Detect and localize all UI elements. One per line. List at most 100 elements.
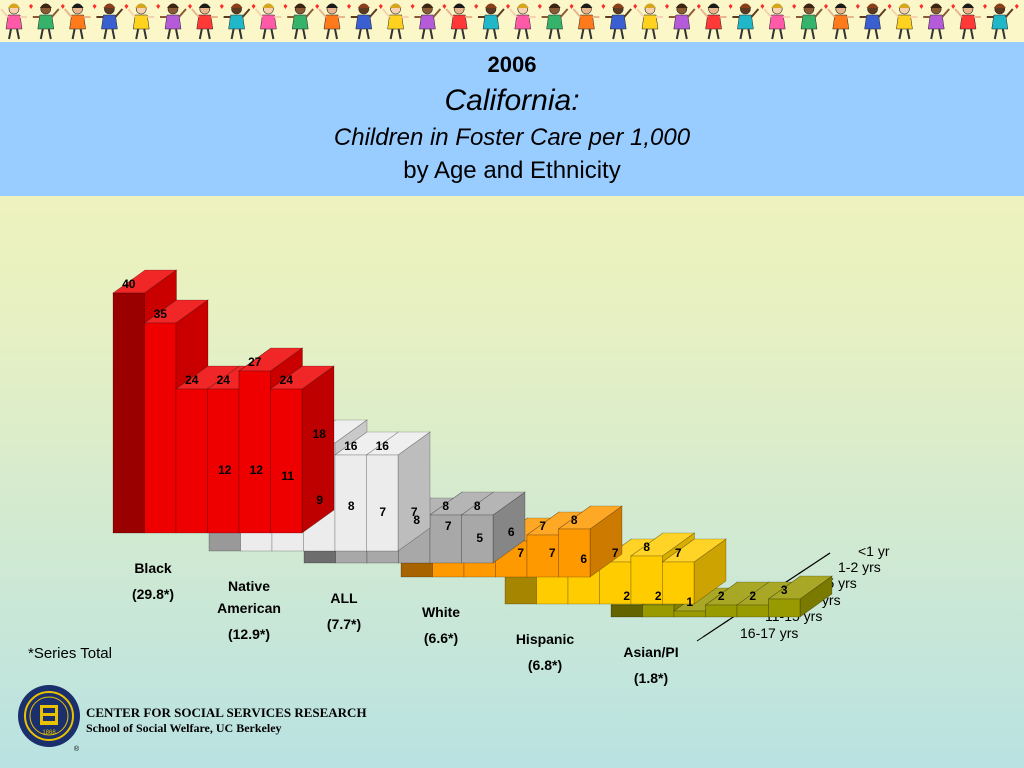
child-figure-icon — [287, 3, 320, 40]
dancing-children-banner — [0, 0, 1024, 42]
age-axis-tick-label: 16-17 yrs — [740, 625, 798, 641]
child-figure-icon — [605, 3, 638, 40]
ribbon-end-face — [301, 365, 335, 534]
data-bar — [630, 555, 663, 605]
data-bar — [238, 370, 271, 534]
chart-year: 2006 — [487, 52, 537, 77]
ribbon-step-face — [144, 269, 177, 324]
uc-seal-logo: 1868 ® — [18, 685, 80, 753]
age-axis-tick — [823, 552, 831, 558]
child-figure-icon — [381, 3, 415, 40]
data-label: 8 — [413, 513, 420, 527]
data-label: 24 — [217, 373, 231, 387]
data-label: 7 — [379, 505, 386, 519]
data-label: 6 — [580, 552, 587, 566]
data-bar — [461, 514, 494, 564]
child-figure-icon — [796, 3, 828, 40]
child-figure-icon — [763, 3, 797, 40]
child-figure-icon — [191, 3, 224, 40]
data-bar — [112, 292, 145, 534]
child-figure-icon — [318, 3, 351, 40]
series-total: (29.8*) — [132, 586, 174, 602]
series-total: (7.7*) — [327, 616, 361, 632]
child-figure-icon — [0, 3, 33, 40]
data-label: 7 — [411, 505, 418, 519]
school-name: School of Social Welfare, UC Berkeley — [86, 721, 282, 735]
child-figure-icon — [954, 3, 987, 40]
chart-state-title: California: — [444, 84, 580, 117]
data-label: 27 — [248, 355, 262, 369]
series-total: (6.8*) — [528, 657, 562, 673]
data-bar — [642, 604, 675, 618]
series-label: Hispanic — [516, 631, 575, 647]
data-bar — [768, 598, 801, 618]
data-label: 12 — [250, 463, 264, 477]
data-label: 2 — [718, 589, 725, 603]
ribbon-step-face — [175, 299, 209, 390]
age-axis-tick — [696, 636, 704, 642]
data-label: 11 — [281, 469, 294, 483]
age-axis-tick-label: <1 yr — [858, 543, 890, 559]
data-bar — [526, 534, 559, 578]
child-figure-icon — [509, 3, 542, 40]
dancing-children-illustration — [0, 3, 1019, 40]
data-label: 8 — [348, 499, 355, 513]
data-bar — [207, 388, 240, 534]
data-label: 2 — [749, 589, 756, 603]
age-axis-tick — [722, 619, 729, 625]
child-figure-icon — [445, 3, 479, 40]
data-bar — [558, 528, 591, 578]
series-total-footnote: *Series Total — [28, 645, 112, 662]
data-label: 1 — [686, 595, 693, 609]
data-label: 7 — [539, 519, 546, 533]
data-label: 2 — [655, 589, 662, 603]
data-bar — [175, 388, 208, 534]
child-figure-icon — [572, 3, 606, 40]
data-bar — [270, 388, 303, 534]
data-label: 7 — [549, 546, 556, 560]
child-figure-icon — [350, 3, 383, 40]
data-label: 7 — [612, 546, 619, 560]
child-figure-icon — [986, 3, 1019, 40]
data-label: 7 — [517, 546, 524, 560]
age-axis-tick — [798, 569, 805, 575]
data-bar — [705, 604, 738, 618]
child-figure-icon — [32, 3, 65, 40]
data-label: 24 — [280, 373, 294, 387]
data-label: 40 — [122, 277, 136, 291]
series-label: White — [422, 604, 460, 620]
data-label: 8 — [474, 499, 481, 513]
child-figure-icon — [223, 3, 256, 40]
data-bar — [144, 322, 177, 534]
child-figure-icon — [699, 3, 733, 40]
data-label: 18 — [313, 427, 327, 441]
child-figure-icon — [923, 3, 956, 40]
data-label: 6 — [508, 525, 515, 539]
chart-subtitle-line2: by Age and Ethnicity — [403, 157, 621, 184]
svg-text:1868: 1868 — [42, 730, 56, 736]
series-label: Native American — [217, 578, 281, 616]
data-bar — [736, 604, 769, 618]
ribbon-step-face — [334, 419, 368, 456]
chart-subtitle-line1: Children in Foster Care per 1,000 — [333, 124, 691, 151]
data-label: 7 — [675, 546, 682, 560]
data-label: 8 — [643, 540, 650, 554]
child-figure-icon — [414, 3, 447, 40]
child-figure-icon — [636, 3, 669, 40]
series-ribbon-black — [112, 269, 335, 534]
data-label: 3 — [781, 583, 788, 597]
research-center-name: CENTER FOR SOCIAL SERVICES RESEARCH — [86, 705, 367, 720]
data-bar — [599, 561, 632, 605]
ribbon-step-face — [270, 347, 303, 390]
child-figure-icon — [827, 3, 860, 40]
data-bar — [610, 604, 643, 618]
child-figure-icon — [160, 3, 192, 40]
data-label: 9 — [316, 493, 323, 507]
svg-text:®: ® — [74, 745, 80, 753]
data-bar — [662, 561, 695, 605]
child-figure-icon — [254, 3, 288, 40]
series-total: (6.6*) — [424, 630, 458, 646]
data-bar — [673, 610, 706, 618]
